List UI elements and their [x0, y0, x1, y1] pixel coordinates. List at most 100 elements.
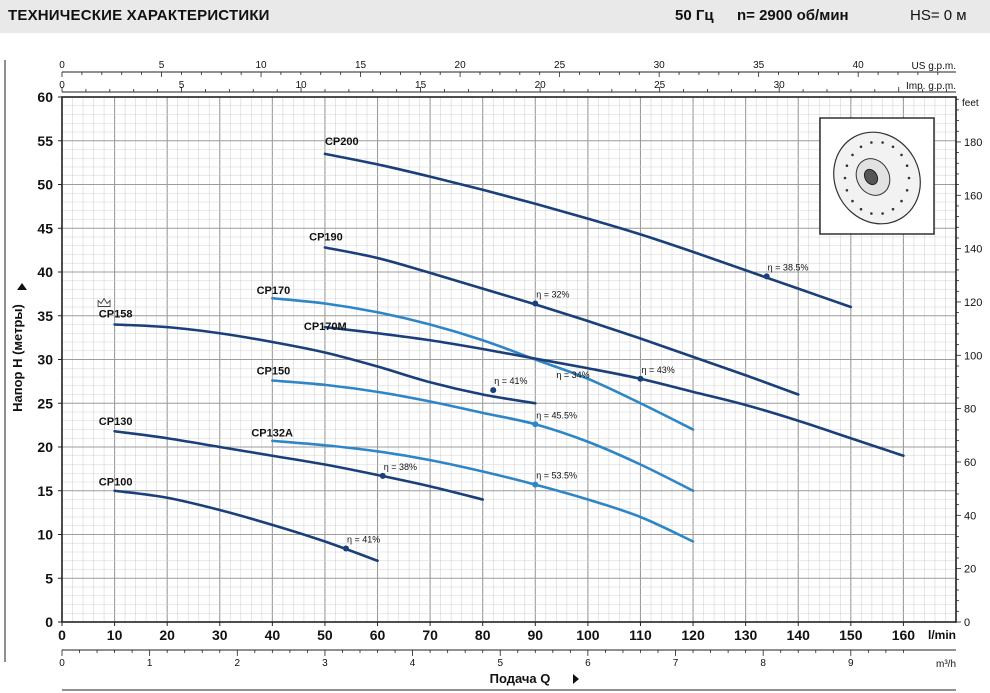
usgpm-tick-label: 10: [255, 60, 267, 71]
x-tick-label: 120: [681, 627, 705, 643]
feet-tick-label: 0: [964, 617, 970, 629]
y-tick-label: 30: [37, 352, 53, 368]
efficiency-label-cp190: η = 32%: [536, 290, 569, 300]
feet-tick-label: 20: [964, 564, 976, 576]
y-tick-label: 15: [37, 483, 53, 499]
series-cp130: CP130 η = 38%: [99, 416, 485, 501]
series-label-cp170: CP170: [257, 285, 291, 297]
y-tick-label: 55: [37, 133, 53, 149]
series-cp150: CP150 η = 45.5%: [257, 365, 695, 493]
y-tick-label: 60: [37, 89, 53, 105]
frequency-label: 50 Гц: [675, 7, 714, 24]
m3h-tick-label: 4: [410, 658, 416, 669]
feet-tick-label: 120: [964, 297, 982, 309]
x-tick-label: 60: [370, 627, 386, 643]
efficiency-point-cp158: [490, 387, 497, 394]
x-tick-label: 40: [265, 627, 281, 643]
efficiency-label-cp200: η = 38.5%: [768, 262, 809, 272]
usgpm-tick-label: 35: [753, 60, 765, 71]
impeller-rivet: [905, 164, 909, 167]
impeller-rivet: [851, 153, 854, 157]
top-axis-usgpm-unit: US g.p.m.: [912, 61, 956, 72]
usgpm-tick-label: 15: [355, 60, 367, 71]
right-axis-unit: feet: [962, 98, 979, 109]
x-tick-label: 140: [787, 627, 811, 643]
series-label-cp130: CP130: [99, 416, 133, 428]
top-axis-impgpm-unit: Imp. g.p.m.: [906, 81, 956, 92]
m3h-tick-label: 6: [585, 658, 591, 669]
x-tick-label: 110: [629, 627, 652, 643]
impgpm-tick-label: 25: [654, 80, 666, 91]
impeller-rivet: [907, 176, 911, 180]
impeller-rivet: [891, 207, 895, 211]
y-tick-label: 20: [37, 439, 53, 455]
efficiency-point-cp130: [379, 472, 386, 479]
x-tick-label: 20: [159, 627, 175, 643]
page-title: ТЕХНИЧЕСКИЕ ХАРАКТЕРИСТИКИ: [8, 7, 270, 24]
x-axis-unit: l/min: [928, 628, 956, 642]
efficiency-label-cp150: η = 45.5%: [536, 410, 577, 420]
y-tick-label: 45: [37, 220, 53, 236]
efficiency-label-cp100: η = 41%: [347, 535, 380, 545]
series-cp100: CP100 η = 41%: [99, 477, 380, 563]
impeller-illustration: [819, 117, 935, 235]
efficiency-point-cp170m: [637, 375, 644, 382]
impgpm-tick-label: 10: [296, 80, 308, 91]
series-cp200: CP200 η = 38.5%: [323, 136, 853, 309]
usgpm-tick-label: 25: [554, 60, 566, 71]
series-label-cp190: CP190: [309, 232, 343, 244]
feet-tick-label: 100: [964, 350, 982, 362]
decorations: [4, 60, 956, 691]
x-tick-label: 150: [839, 627, 863, 643]
usgpm-tick-label: 0: [59, 60, 65, 71]
series-cp170: CP170 η = 34%: [257, 285, 695, 431]
x-tick-label: 80: [475, 627, 491, 643]
m3h-tick-label: 0: [59, 658, 65, 669]
efficiency-point-cp132a: [532, 481, 539, 488]
efficiency-point-cp200: [763, 273, 770, 280]
impgpm-tick-label: 20: [535, 80, 547, 91]
y-tick-label: 10: [37, 527, 53, 543]
impeller-rivet: [870, 212, 873, 215]
curve-cp150: [271, 379, 695, 493]
x-tick-label: 90: [528, 627, 544, 643]
series-cp170m: CP170M η = 43%: [304, 321, 905, 458]
curve-cp200: [323, 152, 853, 309]
m3h-tick-label: 8: [760, 658, 766, 669]
series-label-cp158: CP158: [99, 309, 133, 321]
curve-cp130: [113, 429, 485, 501]
impeller-rivet: [859, 145, 863, 149]
impgpm-tick-label: 15: [415, 80, 427, 91]
series-cp158: CP158 η = 41%: [99, 309, 537, 405]
usgpm-tick-label: 20: [455, 60, 467, 71]
efficiency-point-cp190: [532, 300, 539, 307]
efficiency-label-cp132a: η = 53.5%: [536, 471, 577, 481]
curve-cp170: [271, 296, 695, 431]
impeller-rivet: [900, 153, 903, 157]
usgpm-tick-label: 40: [853, 60, 865, 71]
x-tick-label: 30: [212, 627, 228, 643]
impeller-rivet: [851, 199, 854, 203]
curve-cp170m: [323, 325, 905, 458]
efficiency-label-cp170m: η = 43%: [641, 365, 674, 375]
x-tick-label: 10: [107, 627, 123, 643]
feet-tick-label: 60: [964, 457, 976, 469]
crown-icon: [97, 297, 111, 307]
m3h-tick-label: 2: [235, 658, 241, 669]
feet-tick-label: 80: [964, 404, 976, 416]
impeller-eye: [863, 168, 879, 186]
impgpm-tick-label: 5: [179, 80, 185, 91]
y-tick-label: 0: [45, 614, 53, 630]
efficiency-label-cp158: η = 41%: [494, 376, 527, 386]
impgpm-tick-label: 0: [59, 80, 65, 91]
impeller-rivet: [843, 176, 847, 180]
efficiency-point-cp100: [342, 545, 349, 552]
feet-tick-label: 40: [964, 510, 976, 522]
impeller-rivet: [859, 207, 863, 211]
x-axis-arrow-icon: [573, 674, 579, 684]
m3h-tick-label: 1: [147, 658, 153, 669]
feet-tick-label: 180: [964, 137, 982, 149]
m3h-tick-label: 9: [848, 658, 854, 669]
y-tick-label: 50: [37, 177, 53, 193]
